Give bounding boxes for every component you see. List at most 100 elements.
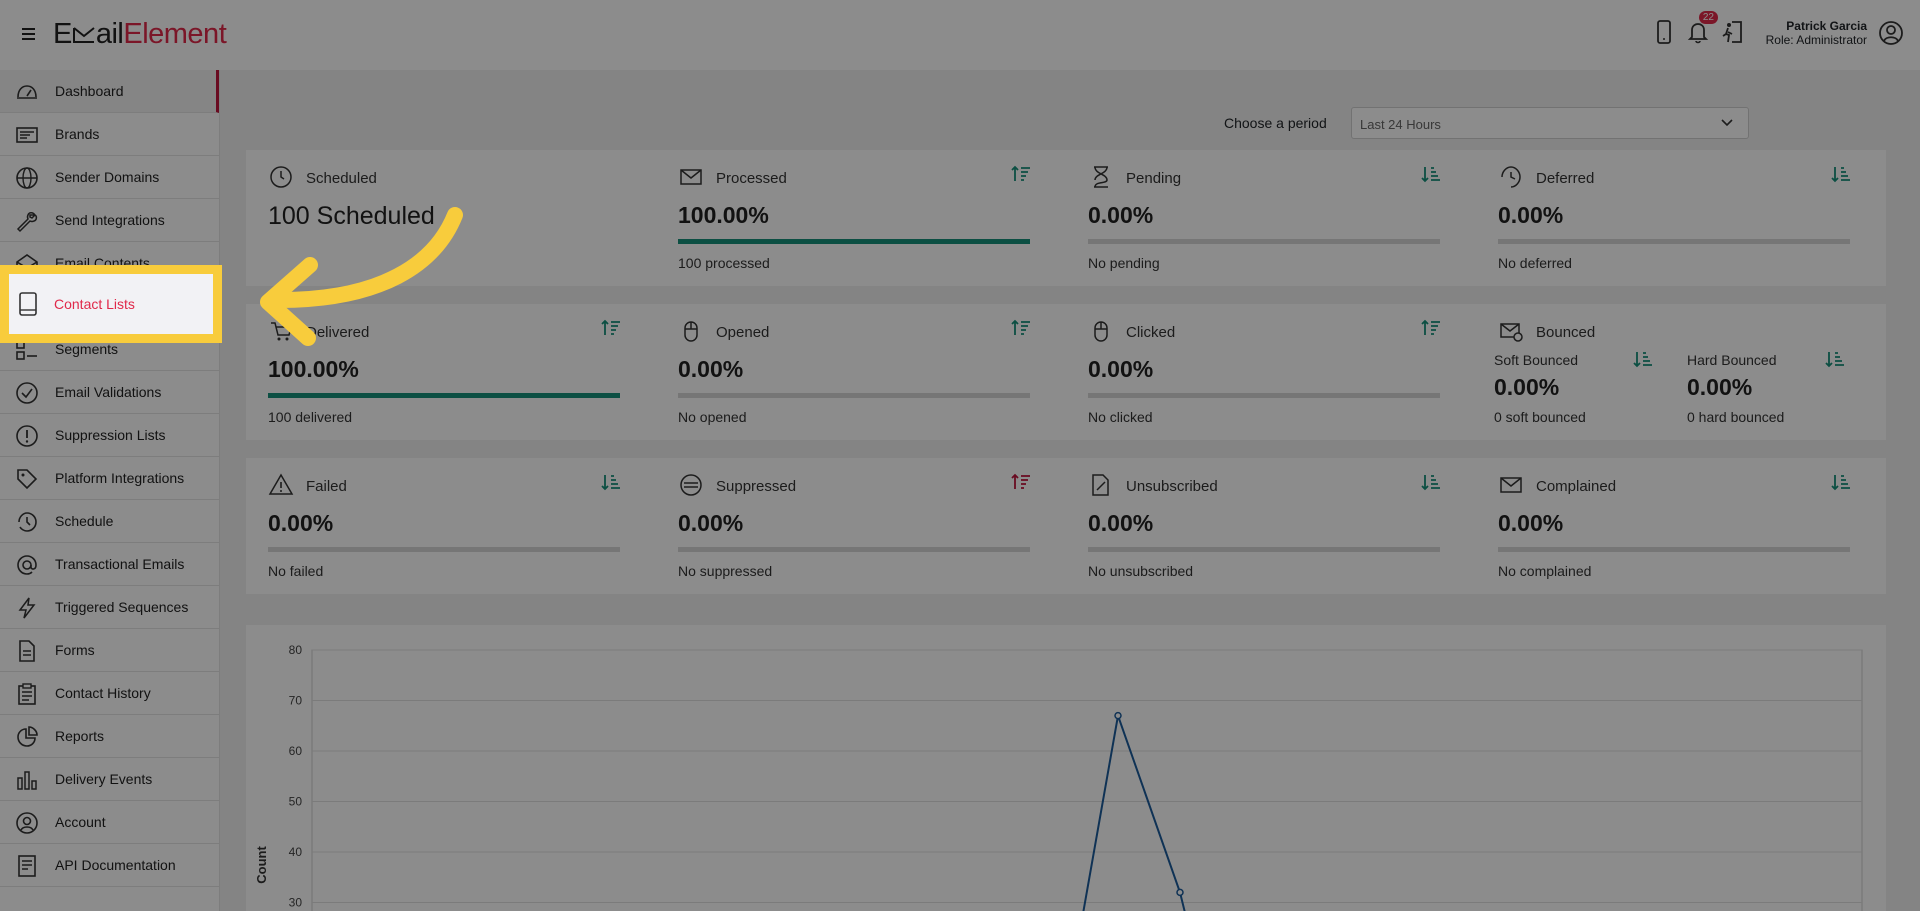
sort-descending-icon[interactable] [1420, 471, 1442, 493]
sidebar-item-triggered-sequences[interactable]: Triggered Sequences [0, 586, 219, 629]
soft-bounced-subtext: 0 soft bounced [1494, 409, 1586, 425]
stat-card-bounced: Bounced Soft Bounced 0.00% 0 soft bounce… [1476, 304, 1886, 440]
y-tick-label: 70 [289, 694, 303, 708]
sort-ascending-red-icon[interactable] [1010, 471, 1032, 493]
sidebar-item-label: Triggered Sequences [55, 599, 189, 615]
soft-bounced-value: 0.00% [1494, 374, 1560, 400]
stat-card-opened: Opened 0.00% No opened [656, 304, 1066, 440]
sort-ascending-icon[interactable] [1420, 317, 1442, 339]
sort-descending-icon[interactable] [1830, 471, 1852, 493]
progress-bar [268, 547, 620, 552]
sort-descending-icon[interactable] [1632, 348, 1654, 370]
stat-value: 0.00% [1088, 202, 1154, 228]
sidebar-item-send-integrations[interactable]: Send Integrations [0, 199, 219, 242]
sidebar-item-account[interactable]: Account [0, 801, 219, 844]
progress-bar [678, 239, 1030, 244]
progress-bar [268, 393, 620, 398]
mouse-icon [684, 321, 698, 342]
user-info[interactable]: Patrick Garcia Role: Administrator [1766, 19, 1867, 47]
stat-value: 100.00% [268, 356, 359, 382]
wrench-icon [16, 212, 38, 233]
sort-ascending-icon[interactable] [1010, 317, 1032, 339]
logo-envelope-icon [72, 27, 95, 43]
sort-ascending-icon[interactable] [1010, 163, 1032, 185]
chevron-down-icon [1721, 119, 1733, 127]
sort-descending-icon[interactable] [600, 471, 622, 493]
card-icon [16, 127, 38, 143]
sidebar-item-label: Send Integrations [55, 212, 165, 228]
sidebar-item-reports[interactable]: Reports [0, 715, 219, 758]
stat-card-delivered: Delivered 100.00% 100 delivered [246, 304, 656, 440]
user-avatar-icon[interactable] [1877, 19, 1905, 47]
stat-subtext: No opened [678, 409, 747, 425]
lightning-icon [18, 597, 36, 619]
clipboard-icon [18, 683, 36, 705]
warning-triangle-icon [268, 473, 294, 495]
sidebar-item-platform-integrations[interactable]: Platform Integrations [0, 457, 219, 500]
progress-bar [1498, 547, 1850, 552]
data-point [1114, 711, 1122, 720]
sidebar-item-label: Dashboard [55, 83, 124, 99]
mobile-icon[interactable] [1652, 18, 1676, 46]
delivery-chart: 80 70 60 50 40 30 Count [246, 625, 1886, 911]
menu-toggle-icon[interactable] [22, 22, 42, 46]
period-select[interactable]: Last 24 Hours [1351, 107, 1749, 139]
notification-bell-icon[interactable]: 22 [1686, 11, 1718, 46]
sort-descending-icon[interactable] [1824, 348, 1846, 370]
stat-card-failed: Failed 0.00% No failed [246, 458, 656, 594]
hard-bounced-title: Hard Bounced [1687, 352, 1777, 368]
sidebar-item-suppression-lists[interactable]: Suppression Lists [0, 414, 219, 457]
user-role: Role: Administrator [1765, 33, 1867, 47]
sidebar-item-forms[interactable]: Forms [0, 629, 219, 672]
stat-value: 0.00% [1088, 510, 1154, 536]
sidebar-item-brands[interactable]: Brands [0, 113, 219, 156]
envelope-x-icon [1500, 323, 1523, 342]
stat-subtext: No suppressed [678, 563, 773, 579]
stat-value: 0.00% [1088, 356, 1154, 382]
highlight-frame [0, 265, 222, 343]
gauge-icon [17, 85, 37, 99]
sidebar-item-email-validations[interactable]: Email Validations [0, 371, 219, 414]
sidebar-item-contact-history[interactable]: Contact History [0, 672, 219, 715]
highlighted-contact-lists[interactable]: Contact Lists [9, 274, 213, 334]
sidebar-item-api-documentation[interactable]: API Documentation [0, 844, 219, 887]
clock-history-icon [1501, 166, 1521, 188]
stat-value: 0.00% [678, 510, 744, 536]
sidebar: Dashboard Brands Sender Domains Send Int… [0, 70, 220, 911]
sidebar-item-label: Segments [55, 341, 119, 357]
stat-subtext: No pending [1088, 255, 1160, 271]
sort-ascending-icon[interactable] [600, 317, 622, 339]
stat-value: 100.00% [678, 202, 769, 228]
hourglass-icon [1094, 166, 1108, 188]
progress-bar [1088, 393, 1440, 398]
sidebar-item-delivery-events[interactable]: Delivery Events [0, 758, 219, 801]
y-tick-label: 50 [289, 795, 303, 809]
chart-frame [311, 649, 1863, 911]
pie-icon [17, 726, 38, 747]
stat-card-scheduled: Scheduled 100 Scheduled [246, 150, 656, 286]
globe-icon [16, 167, 38, 189]
sidebar-item-dashboard[interactable]: Dashboard [0, 70, 219, 113]
sidebar-item-sender-domains[interactable]: Sender Domains [0, 156, 219, 199]
envelope-list-icon [680, 169, 702, 185]
stat-card-processed: Processed 100.00% 100 processed [656, 150, 1066, 286]
sidebar-item-schedule[interactable]: Schedule [0, 500, 219, 543]
sort-descending-icon[interactable] [1420, 163, 1442, 185]
stat-title: Unsubscribed [1126, 478, 1218, 495]
tag-icon [17, 469, 38, 490]
sidebar-item-label: Reports [55, 728, 105, 744]
stat-title: Processed [716, 170, 787, 187]
sidebar-item-label: Suppression Lists [55, 427, 166, 443]
stat-title: Pending [1126, 170, 1182, 187]
sort-descending-icon[interactable] [1830, 163, 1852, 185]
sidebar-item-transactional-emails[interactable]: Transactional Emails [0, 543, 219, 586]
logout-icon[interactable] [1720, 18, 1744, 46]
y-tick-label: 30 [289, 896, 303, 910]
progress-bar [678, 547, 1030, 552]
notification-count-badge: 22 [1698, 11, 1718, 24]
sidebar-item-segments[interactable]: Segments [0, 328, 219, 371]
envelope-icon [1500, 477, 1522, 493]
api-doc-icon [18, 855, 36, 877]
exclamation-circle-icon [16, 425, 38, 447]
